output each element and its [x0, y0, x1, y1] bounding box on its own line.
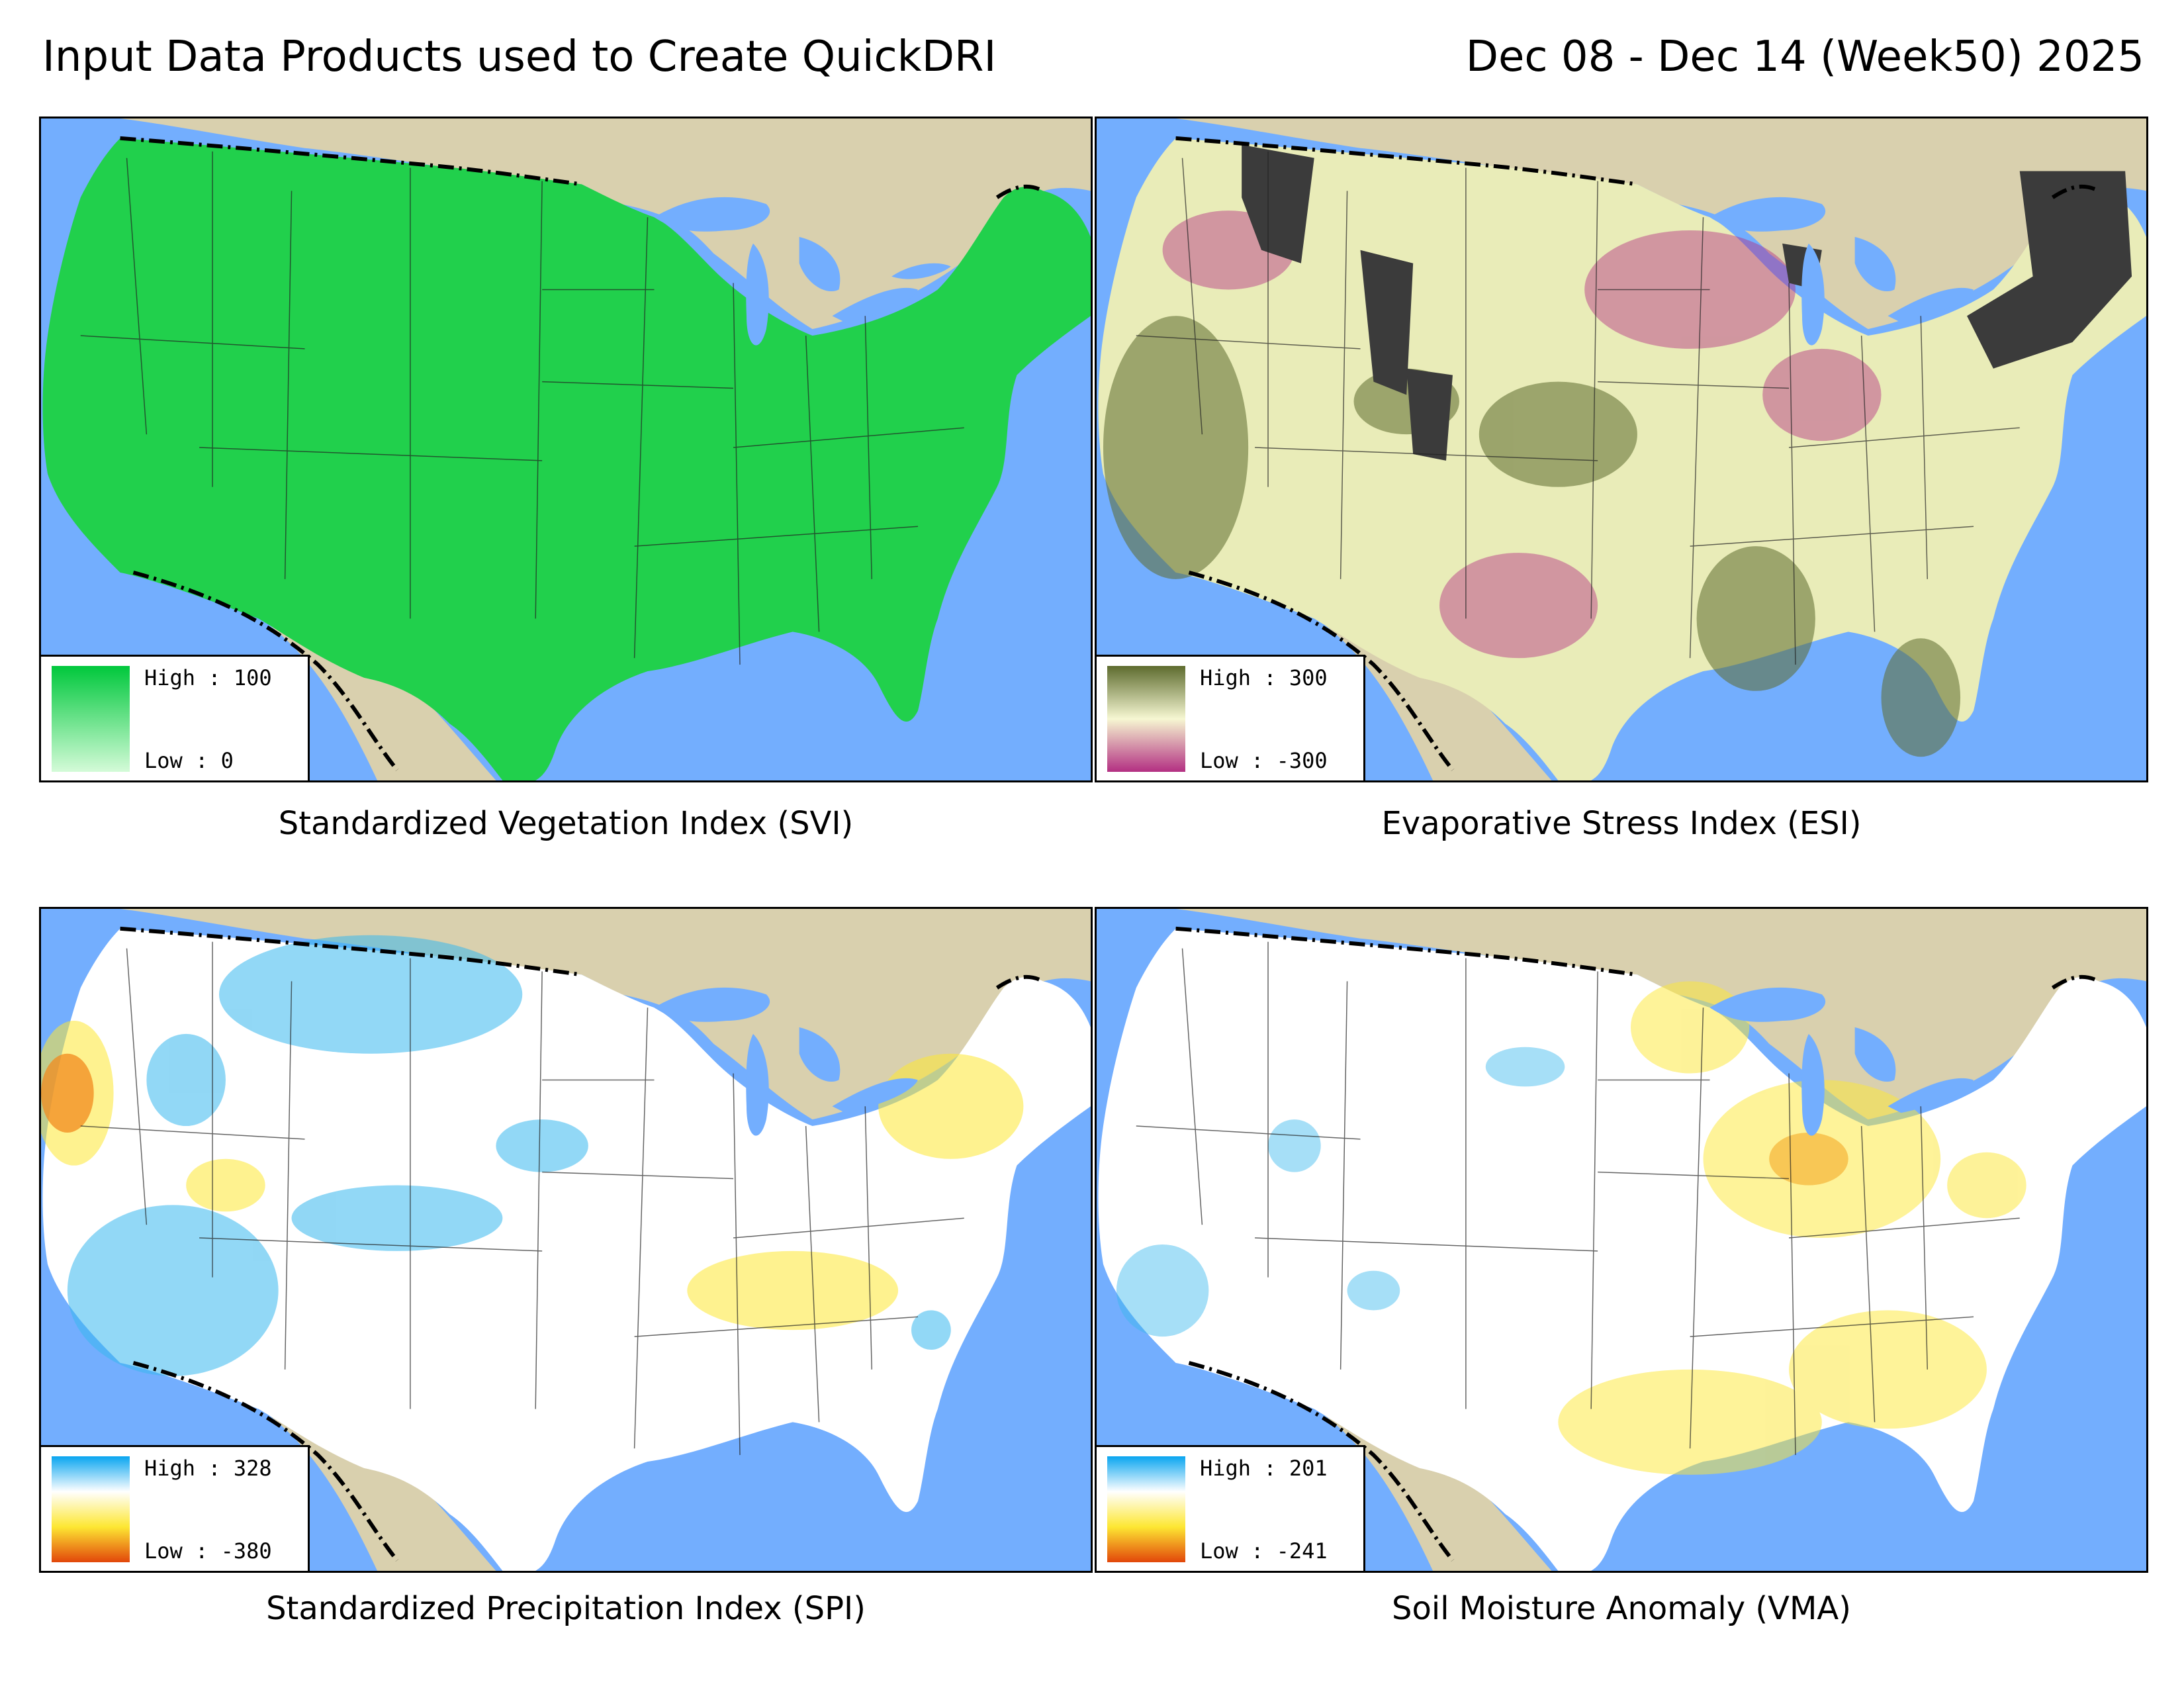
spi-map-panel: High : 328 Low : -380	[39, 907, 1093, 1573]
svi-legend-high: High : 100	[144, 665, 272, 690]
vma-legend-low: Low : -241	[1200, 1538, 1328, 1564]
national-border	[120, 136, 1044, 771]
spi-very-dry-area	[41, 1053, 94, 1133]
esi-legend-high: High : 300	[1200, 665, 1328, 690]
great-lakes	[654, 987, 918, 1136]
state-boundaries	[1136, 151, 2020, 665]
spi-wet-areas	[67, 935, 951, 1376]
spi-legend: High : 328 Low : -380	[41, 1445, 310, 1571]
national-border	[1175, 136, 2100, 771]
conus-land	[42, 138, 1091, 780]
national-border	[1175, 926, 2100, 1562]
svi-map	[41, 118, 1091, 780]
great-lakes	[1709, 987, 1974, 1136]
spi-legend-ramp	[52, 1456, 130, 1562]
national-border	[120, 926, 1044, 1562]
spi-legend-low: Low : -380	[144, 1538, 272, 1564]
great-lakes	[1709, 197, 1974, 346]
date-range: Dec 08 - Dec 14 (Week50) 2025	[1465, 32, 2144, 81]
lake-erie-ontario	[832, 263, 951, 323]
esi-legend: High : 300 Low : -300	[1097, 655, 1365, 780]
esi-caption: Evaporative Stress Index (ESI)	[1381, 805, 1862, 842]
mexico-land	[1202, 1356, 1552, 1571]
svi-legend-low: Low : 0	[144, 748, 234, 773]
vma-very-dry-area	[1769, 1132, 1848, 1186]
vma-legend-ramp	[1107, 1456, 1185, 1562]
lake-michigan	[746, 243, 769, 346]
vma-map-panel: High : 201 Low : -241	[1095, 907, 2148, 1573]
lake-huron	[799, 236, 841, 292]
esi-map-panel: High : 300 Low : -300	[1095, 117, 2148, 782]
state-boundaries	[80, 151, 964, 665]
esi-map	[1097, 118, 2146, 780]
vma-legend-high: High : 201	[1200, 1456, 1328, 1481]
esi-legend-low: Low : -300	[1200, 748, 1328, 773]
page-title: Input Data Products used to Create Quick…	[42, 32, 997, 81]
svi-legend-ramp	[52, 666, 130, 772]
spi-legend-high: High : 328	[144, 1456, 272, 1481]
mexico-land	[146, 1356, 496, 1571]
vma-wet-areas	[1116, 1047, 1565, 1337]
mexico-land	[1202, 565, 1552, 780]
spi-map	[41, 909, 1091, 1571]
state-boundaries	[1136, 941, 2020, 1456]
spi-caption: Standardized Precipitation Index (SPI)	[266, 1590, 866, 1627]
vma-map	[1097, 909, 2146, 1571]
svi-caption: Standardized Vegetation Index (SVI)	[278, 805, 854, 842]
mexico-land	[146, 565, 496, 780]
state-boundaries	[80, 941, 964, 1456]
lake-superior	[654, 197, 770, 232]
svi-map-panel: High : 100 Low : 0	[39, 117, 1093, 782]
conus-land	[42, 928, 1091, 1571]
svi-legend: High : 100 Low : 0	[41, 655, 310, 780]
vma-legend: High : 201 Low : -241	[1097, 1445, 1365, 1571]
esi-legend-ramp	[1107, 666, 1185, 772]
vma-caption: Soil Moisture Anomaly (VMA)	[1392, 1590, 1851, 1627]
